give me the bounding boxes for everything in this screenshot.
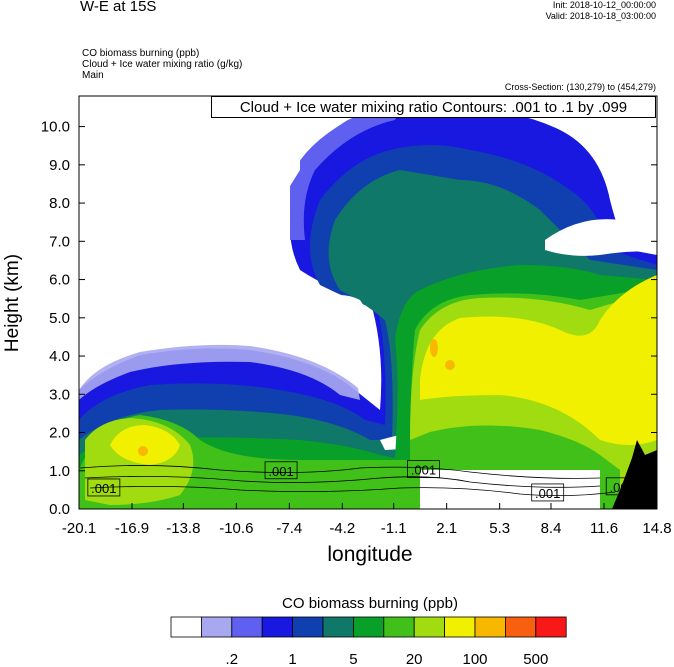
colorbar-swatch bbox=[504, 616, 537, 638]
x-tick-label: -20.1 bbox=[62, 520, 96, 537]
x-tick-label: 8.4 bbox=[541, 520, 562, 537]
y-axis-label: Height (km) bbox=[2, 253, 23, 353]
cloud-ice-contours bbox=[79, 465, 616, 496]
init-time: Init: 2018-10-12_00:00:00 bbox=[552, 0, 656, 10]
colorbar-swatch bbox=[352, 616, 385, 638]
colorbar-swatch bbox=[200, 616, 233, 638]
field-domain-label: Main bbox=[82, 70, 104, 81]
colorbar-swatch bbox=[292, 616, 324, 638]
x-tick-label: -7.4 bbox=[276, 520, 302, 537]
x-axis-label: longitude bbox=[327, 543, 413, 566]
contour-label-box bbox=[531, 483, 565, 502]
x-tick-label: -1.1 bbox=[381, 520, 407, 537]
colorbar: .2 1 5 20 100 500 bbox=[170, 616, 567, 667]
contour-label: .001 bbox=[610, 480, 635, 495]
y-tick-label: 0.0 bbox=[49, 501, 70, 518]
cross-section-info: Cross-Section: (130,279) to (454,279) bbox=[504, 82, 656, 92]
x-axis: -20.1 -16.9 -13.8 -10.6 -7.4 -4.2 -1.1 2.1 5.3 8.… bbox=[62, 503, 672, 537]
y-tick-label: 8.0 bbox=[49, 195, 70, 212]
contour-label-box bbox=[264, 461, 298, 480]
y-tick-label: 7.0 bbox=[49, 233, 70, 250]
colorbar-swatch bbox=[170, 616, 202, 638]
colorbar-swatch bbox=[444, 616, 476, 638]
colorbar-label: 5 bbox=[349, 651, 357, 667]
x-tick-label: 5.3 bbox=[489, 520, 510, 537]
y-tick-label: 4.0 bbox=[49, 348, 70, 365]
colorbar-title: CO biomass burning (ppb) bbox=[282, 595, 458, 612]
y-tick-label: 9.0 bbox=[49, 157, 70, 174]
x-tick-label: -4.2 bbox=[329, 520, 355, 537]
contour-label: .001 bbox=[91, 481, 116, 496]
colorbar-label: 500 bbox=[523, 651, 548, 667]
y-tick-label: 6.0 bbox=[49, 272, 70, 289]
contour-info-box: Cloud + Ice water mixing ratio Contours:… bbox=[211, 96, 656, 118]
contour-label: .001 bbox=[268, 464, 293, 479]
y-tick-label: 1.0 bbox=[49, 463, 70, 480]
contour-label-box bbox=[407, 460, 440, 479]
y-tick-label: 2.0 bbox=[49, 425, 70, 442]
colorbar-swatch bbox=[383, 616, 415, 638]
field-co-label: CO biomass burning (ppb) bbox=[82, 48, 200, 59]
colorbar-label: 100 bbox=[462, 651, 487, 667]
y-axis: 0.0 1.0 2.0 3.0 4.0 5.0 6.0 7.0 8.0 9.0 10.0 bbox=[41, 119, 657, 518]
colorbar-label: 1 bbox=[288, 651, 296, 667]
y-tick-label: 5.0 bbox=[49, 310, 70, 327]
contour-label: .001 bbox=[411, 463, 436, 478]
y-tick-label: 3.0 bbox=[49, 386, 70, 403]
contour-label-box bbox=[605, 477, 639, 496]
colorbar-swatch bbox=[231, 616, 263, 638]
x-tick-label: -16.9 bbox=[115, 520, 149, 537]
plot-title: W-E at 15S bbox=[80, 0, 157, 15]
contour-labels: .001 .001 .001 .001 .001 bbox=[87, 460, 639, 502]
colorbar-label: 20 bbox=[406, 651, 423, 667]
valid-time: Valid: 2018-10-18_03:00:00 bbox=[545, 11, 656, 21]
colorbar-swatch bbox=[535, 616, 567, 638]
contour-label: .001 bbox=[535, 486, 560, 501]
colorbar-swatch bbox=[413, 616, 446, 638]
x-tick-label: 2.1 bbox=[436, 520, 457, 537]
contour-label-box bbox=[87, 478, 121, 497]
y-tick-label: 10.0 bbox=[41, 119, 70, 136]
x-tick-label: -13.8 bbox=[166, 520, 200, 537]
co-heatmap bbox=[79, 96, 657, 509]
x-tick-label: 11.6 bbox=[590, 520, 618, 537]
colorbar-swatch bbox=[474, 616, 506, 638]
colorbar-label: .2 bbox=[226, 651, 239, 667]
field-cloud-label: Cloud + Ice water mixing ratio (g/kg) bbox=[82, 59, 243, 70]
colorbar-swatch bbox=[322, 616, 354, 638]
colorbar-swatch bbox=[261, 616, 294, 638]
x-tick-label: -10.6 bbox=[219, 520, 253, 537]
x-tick-label: 14.8 bbox=[642, 520, 671, 537]
